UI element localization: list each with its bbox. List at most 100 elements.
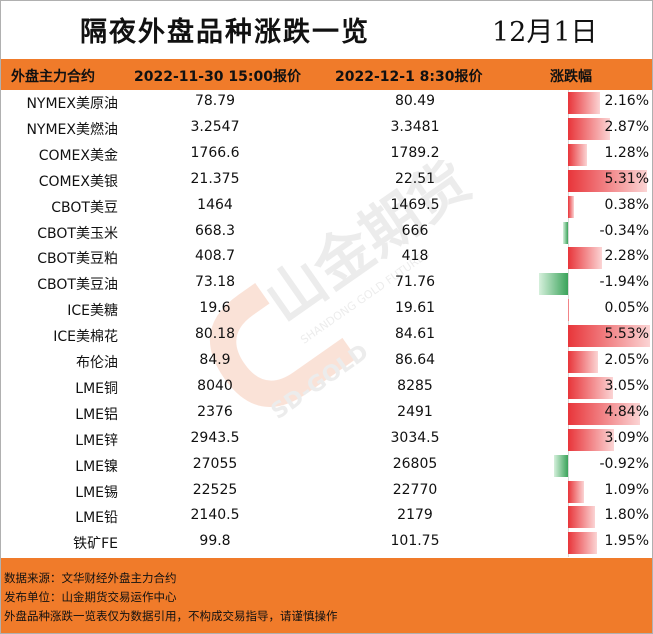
table-row: 布伦油 84.9 86.64 2.05% (0, 349, 653, 375)
change-bar-positive (568, 117, 611, 140)
row-price-2: 1469.5 (390, 196, 440, 213)
row-name: NYMEX美燃油 (26, 121, 118, 138)
table-row: CBOT美豆油 73.18 71.76 -1.94% (0, 271, 653, 297)
row-price-1: 8040 (197, 377, 233, 394)
change-bar-positive (568, 143, 587, 166)
table-row: LME锌 2943.5 3034.5 3.09% (0, 427, 653, 453)
table-row: ICE美棉花 80.18 84.61 5.53% (0, 323, 653, 349)
row-name: LME铜 (75, 380, 118, 397)
change-bar-positive (568, 402, 640, 425)
row-price-2: 2491 (397, 403, 433, 420)
footer: 数据来源：文华财经外盘主力合约 发布单位：山金期货交易运作中心 外盘品种涨跌一览… (1, 558, 652, 633)
change-bar-negative (562, 221, 568, 244)
change-bar-positive (568, 351, 599, 373)
row-price-1: 19.6 (199, 300, 231, 317)
row-change: 1.09% (604, 481, 649, 498)
table-row: LME锡 22525 22770 1.09% (0, 479, 653, 505)
row-name: ICE美棉花 (53, 329, 118, 346)
row-price-1: 78.79 (194, 93, 236, 109)
row-price-2: 418 (401, 248, 429, 265)
row-price-1: 1464 (197, 196, 233, 213)
table-row: LME镍 27055 26805 -0.92% (0, 453, 653, 479)
row-price-1: 99.8 (199, 533, 231, 550)
change-bar-positive (568, 506, 595, 529)
change-bar-positive (568, 532, 597, 555)
bar-axis (568, 90, 569, 557)
page-title: 隔夜外盘品种涨跌一览 (80, 17, 370, 48)
header-name: 外盘主力合约 (11, 69, 95, 85)
row-change: 4.84% (604, 403, 649, 420)
row-name: CBOT美玉米 (37, 225, 118, 242)
change-bar-positive (568, 92, 600, 114)
row-change: 5.53% (604, 326, 649, 343)
table-row: NYMEX美燃油 3.2547 3.3481 2.87% (0, 116, 653, 142)
row-price-1: 2140.5 (190, 507, 240, 524)
row-name: LME镍 (75, 458, 118, 475)
row-change: 1.80% (604, 507, 649, 524)
row-price-1: 2943.5 (190, 429, 240, 446)
header-price-1: 2022-11-30 15:00报价 (134, 69, 301, 85)
table-row: 铁矿FE 99.8 101.75 1.95% (0, 530, 653, 556)
change-bar-positive (568, 169, 647, 192)
footer-source: 数据来源：文华财经外盘主力合约 (4, 571, 177, 585)
row-price-1: 2376 (197, 403, 233, 420)
row-name: LME铅 (75, 510, 118, 527)
row-price-2: 666 (401, 222, 429, 239)
row-name: 铁矿FE (73, 536, 118, 553)
table-row: LME铝 2376 2491 4.84% (0, 401, 653, 427)
row-name: COMEX美银 (38, 173, 118, 190)
change-bar-positive (568, 376, 614, 399)
row-change: 2.16% (604, 93, 649, 109)
header-price-2: 2022-12-1 8:30报价 (335, 69, 483, 85)
row-price-2: 86.64 (394, 352, 436, 368)
row-change: 0.38% (604, 196, 649, 213)
row-name: LME铝 (75, 406, 118, 423)
row-price-1: 80.18 (194, 326, 236, 343)
row-price-2: 19.61 (394, 300, 436, 317)
report-date: 12月1日 (492, 17, 598, 48)
row-name: CBOT美豆 (51, 199, 118, 216)
row-price-2: 101.75 (390, 533, 440, 550)
footer-disclaimer: 外盘品种涨跌一览表仅为数据引用，不构成交易指导，请谨慎操作 (4, 609, 338, 623)
table-row: ICE美糖 19.6 19.61 0.05% (0, 297, 653, 323)
change-bar-positive (568, 195, 574, 218)
row-price-1: 1766.6 (190, 144, 240, 161)
row-change: 1.95% (604, 533, 649, 550)
row-change: 1.28% (604, 144, 649, 161)
row-price-2: 22770 (392, 481, 438, 498)
change-bar-positive (568, 428, 614, 451)
row-change: -1.94% (599, 274, 649, 291)
change-bar-positive (568, 247, 602, 270)
change-bar-negative (539, 273, 568, 296)
footer-publisher: 发布单位：山金期货交易运作中心 (4, 590, 177, 604)
row-name: ICE美糖 (67, 303, 118, 320)
table-row: CBOT美豆粕 408.7 418 2.28% (0, 245, 653, 271)
row-price-1: 408.7 (194, 248, 236, 265)
row-change: 2.87% (604, 118, 649, 135)
row-price-2: 2179 (397, 507, 433, 524)
row-price-2: 1789.2 (390, 144, 440, 161)
row-price-2: 8285 (397, 377, 433, 394)
row-name: CBOT美豆油 (37, 277, 118, 294)
table-row: LME铅 2140.5 2179 1.80% (0, 504, 653, 530)
row-change: 3.09% (604, 429, 649, 446)
row-name: COMEX美金 (38, 147, 118, 164)
change-bar-positive (568, 480, 585, 503)
row-price-1: 84.9 (199, 352, 231, 368)
change-bar-positive (568, 299, 569, 322)
row-price-2: 80.49 (394, 93, 436, 109)
table-row: COMEX美金 1766.6 1789.2 1.28% (0, 142, 653, 168)
row-price-1: 668.3 (194, 222, 236, 239)
row-change: -0.34% (599, 222, 649, 239)
change-bar-negative (554, 454, 568, 477)
row-name: LME锌 (75, 432, 118, 449)
row-price-2: 26805 (392, 455, 438, 472)
row-price-1: 22525 (192, 481, 238, 498)
row-change: -0.92% (599, 455, 649, 472)
title-row: 隔夜外盘品种涨跌一览 12月1日 (0, 0, 653, 58)
table-header: 外盘主力合约 2022-11-30 15:00报价 2022-12-1 8:30… (1, 59, 652, 90)
row-price-2: 3034.5 (390, 429, 440, 446)
table-row: CBOT美豆 1464 1469.5 0.38% (0, 194, 653, 220)
row-change: 2.28% (604, 248, 649, 265)
row-change: 5.31% (604, 170, 649, 187)
